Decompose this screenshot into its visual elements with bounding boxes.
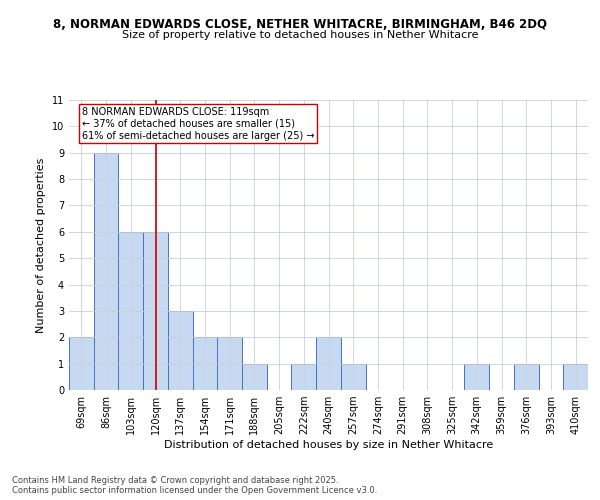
Bar [563,364,588,390]
Bar [341,364,365,390]
Bar [464,364,489,390]
Bar [514,364,539,390]
Text: 8 NORMAN EDWARDS CLOSE: 119sqm
← 37% of detached houses are smaller (15)
61% of : 8 NORMAN EDWARDS CLOSE: 119sqm ← 37% of … [82,108,314,140]
Bar [118,232,143,390]
Text: Contains HM Land Registry data © Crown copyright and database right 2025.
Contai: Contains HM Land Registry data © Crown c… [12,476,377,495]
Bar [94,152,118,390]
Text: 8, NORMAN EDWARDS CLOSE, NETHER WHITACRE, BIRMINGHAM, B46 2DQ: 8, NORMAN EDWARDS CLOSE, NETHER WHITACRE… [53,18,547,30]
Text: Size of property relative to detached houses in Nether Whitacre: Size of property relative to detached ho… [122,30,478,40]
Bar [193,338,217,390]
Bar [316,338,341,390]
Bar [292,364,316,390]
Bar [168,311,193,390]
Y-axis label: Number of detached properties: Number of detached properties [37,158,46,332]
Bar [242,364,267,390]
Bar [217,338,242,390]
X-axis label: Distribution of detached houses by size in Nether Whitacre: Distribution of detached houses by size … [164,440,493,450]
Bar [143,232,168,390]
Bar [69,338,94,390]
